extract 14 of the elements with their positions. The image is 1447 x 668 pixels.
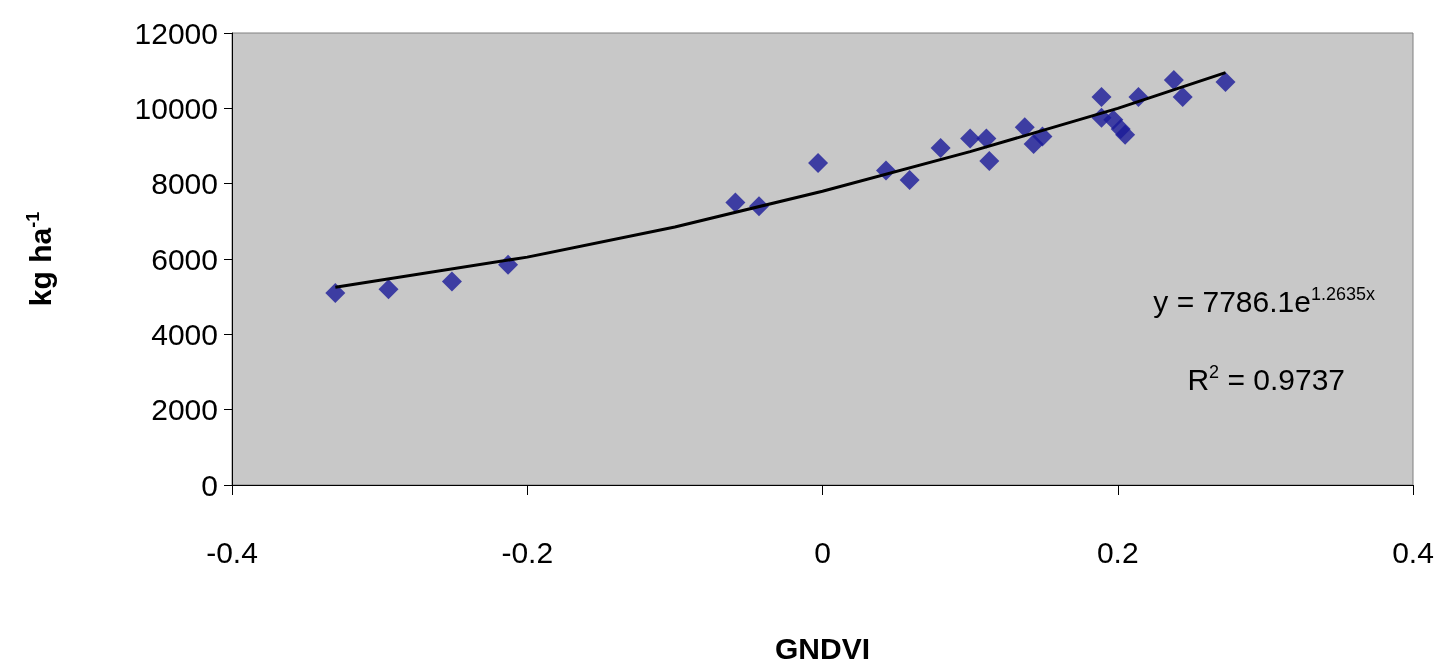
x-tick-label: -0.2 xyxy=(501,535,554,569)
x-tick-label: 0.2 xyxy=(1096,535,1139,569)
y-tick-label: 0 xyxy=(201,468,218,502)
y-tick-label: 4000 xyxy=(151,317,218,351)
y-tick-label: 6000 xyxy=(151,242,218,276)
x-tick-label: -0.4 xyxy=(206,535,258,569)
x-tick-label: 0.4 xyxy=(1392,535,1434,569)
y-tick-label: 12000 xyxy=(134,16,218,50)
y-tick-label: 2000 xyxy=(151,393,218,427)
y-axis-title: kg ha-1 xyxy=(23,211,57,307)
x-tick-label: 0 xyxy=(814,535,831,569)
x-axis-title: GNDVI xyxy=(774,631,871,665)
y-tick-label: 8000 xyxy=(151,167,218,201)
y-tick-label: 10000 xyxy=(134,91,218,125)
